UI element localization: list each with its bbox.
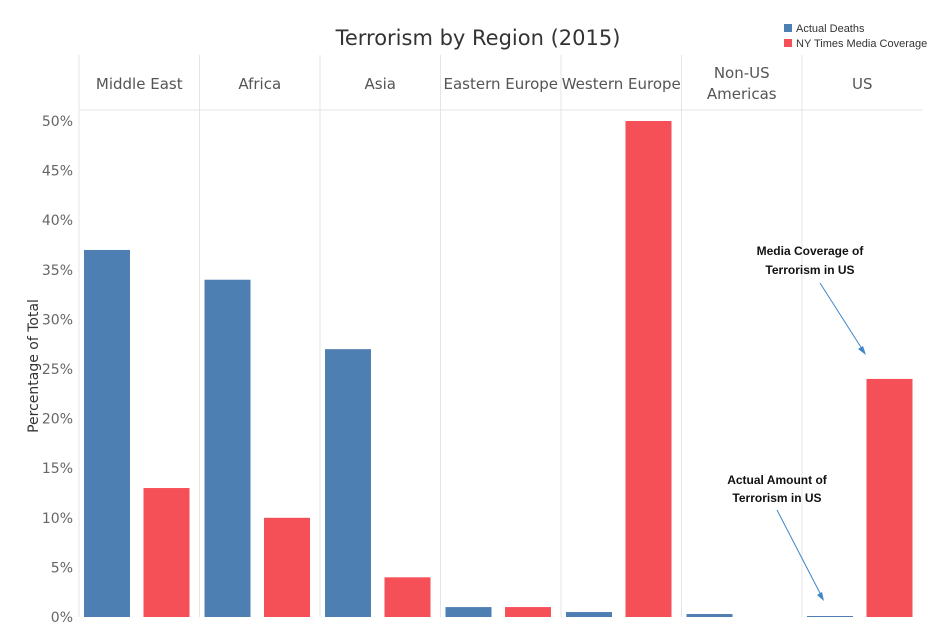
- y-axis-label: Percentage of Total: [26, 299, 42, 433]
- annotation-actual-arrowhead: [817, 592, 824, 601]
- y-tick-label: 20%: [42, 412, 73, 428]
- y-tick-label: 25%: [42, 362, 73, 378]
- region-label: Africa: [238, 75, 281, 93]
- legend-label-media-coverage: NY Times Media Coverage: [796, 38, 927, 50]
- chart-title: Terrorism by Region (2015): [335, 26, 621, 50]
- y-tick-label: 30%: [42, 312, 73, 328]
- region-label: Middle East: [96, 75, 183, 93]
- y-tick-label: 15%: [42, 461, 73, 477]
- bar-actual-deaths: [84, 249, 130, 617]
- bar-media-coverage: [384, 577, 431, 617]
- annotation-actual-line-2: Terrorism in US: [732, 491, 821, 505]
- region-dividers: [78, 55, 923, 617]
- annotation-media-arrowhead: [858, 346, 866, 355]
- bar-media-coverage: [625, 121, 672, 617]
- legend-label-actual-deaths: Actual Deaths: [796, 23, 865, 35]
- y-tick-label: 0%: [51, 610, 73, 626]
- annotation-media-line-1: Media Coverage of: [757, 244, 865, 258]
- bar-actual-deaths: [807, 616, 853, 617]
- legend: Actual Deaths NY Times Media Coverage: [784, 23, 927, 50]
- annotation-media-coverage: Media Coverage of Terrorism in US: [757, 244, 866, 355]
- region-label: Asia: [365, 75, 396, 93]
- y-tick-label: 10%: [42, 511, 73, 527]
- legend-swatch-media-coverage: [784, 39, 792, 47]
- bar-media-coverage: [264, 517, 310, 617]
- region-label: US: [852, 75, 873, 93]
- bar-actual-deaths: [445, 607, 492, 617]
- bar-actual-deaths: [325, 349, 371, 617]
- annotation-actual-arrow: [776, 509, 823, 598]
- annotation-media-line-2: Terrorism in US: [765, 263, 854, 277]
- bar-actual-deaths: [686, 614, 733, 617]
- region-label-line: Americas: [707, 85, 777, 103]
- region-label: Eastern Europe: [443, 75, 558, 93]
- region-label-line: Non-US: [714, 64, 770, 82]
- annotation-actual-amount: Actual Amount of Terrorism in US: [727, 473, 828, 601]
- y-tick-label: 35%: [42, 263, 73, 279]
- y-tick-label: 50%: [42, 114, 73, 130]
- bar-actual-deaths: [566, 612, 612, 617]
- region-label: Western Europe: [562, 75, 681, 93]
- y-tick-label: 5%: [51, 560, 73, 576]
- bar-media-coverage: [143, 488, 190, 617]
- legend-swatch-actual-deaths: [784, 24, 792, 32]
- bar-media-coverage: [505, 607, 551, 617]
- bars: [84, 121, 913, 617]
- bar-actual-deaths: [204, 279, 251, 617]
- annotation-media-arrow: [819, 282, 865, 353]
- annotation-actual-line-1: Actual Amount of: [727, 473, 828, 487]
- y-axis-ticks: 0% 5% 10% 15% 20% 25% 30% 35% 40% 45% 50%: [42, 114, 73, 626]
- y-tick-label: 40%: [42, 213, 73, 229]
- region-headers: Middle East Africa Asia Eastern Europe Weste…: [96, 64, 873, 103]
- bar-media-coverage: [866, 378, 913, 617]
- y-tick-label: 45%: [42, 164, 73, 180]
